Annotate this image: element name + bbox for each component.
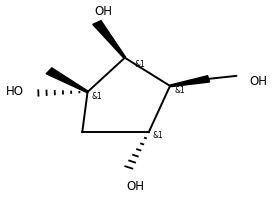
Text: OH: OH	[126, 180, 144, 193]
Text: &1: &1	[153, 131, 164, 140]
Polygon shape	[93, 21, 126, 58]
Text: &1: &1	[174, 86, 185, 95]
Text: &1: &1	[134, 60, 145, 69]
Text: OH: OH	[94, 5, 112, 18]
Text: OH: OH	[250, 75, 268, 88]
Text: HO: HO	[6, 85, 24, 99]
Text: &1: &1	[91, 92, 102, 101]
Polygon shape	[46, 68, 88, 93]
Polygon shape	[170, 76, 210, 87]
